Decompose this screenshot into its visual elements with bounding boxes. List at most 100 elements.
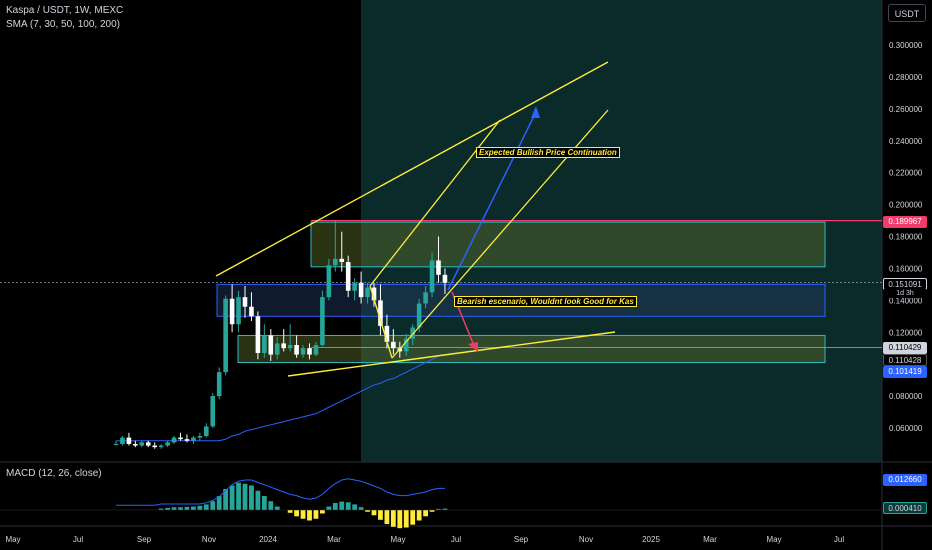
macd-histogram-bar	[294, 510, 299, 517]
candle-body	[139, 442, 145, 446]
macd-histogram-bar	[184, 506, 190, 510]
macd-histogram-bar	[423, 510, 428, 517]
lower-zone-tag-b: 0.110428	[883, 354, 927, 366]
x-tick-label: Mar	[703, 535, 717, 544]
upper-trendline	[215, 61, 609, 277]
candle-body	[294, 345, 299, 355]
macd-histogram-bar	[242, 483, 248, 510]
candle-body	[352, 282, 357, 291]
candle-body	[423, 292, 428, 304]
sma-line	[116, 354, 446, 442]
candle-body	[442, 274, 448, 283]
forecast-region-shade	[361, 0, 882, 462]
candle-body	[307, 348, 312, 355]
candle-body	[255, 316, 261, 353]
macd-histogram-bar	[223, 489, 229, 510]
candle-body	[429, 260, 435, 293]
sma-legend[interactable]: SMA (7, 30, 50, 100, 200)	[6, 19, 120, 30]
candle-body	[165, 442, 170, 446]
candle-body	[178, 437, 183, 440]
macd-histogram-bar	[345, 502, 351, 510]
currency-unit-button[interactable]: USDT	[888, 4, 926, 22]
candle-body	[197, 435, 203, 438]
candle-body	[436, 260, 441, 275]
macd-histogram-bar	[320, 510, 325, 514]
x-tick-label: Jul	[451, 535, 461, 544]
candle-body	[345, 262, 351, 291]
candle-body	[184, 439, 190, 441]
macd-histogram-bar	[397, 510, 403, 529]
candle-countdown: 1d 3h	[883, 289, 927, 298]
candle-body	[242, 297, 248, 307]
candle-body	[365, 287, 370, 298]
lower-trendline	[287, 331, 616, 377]
macd-histogram-bar	[403, 510, 409, 528]
macd-histogram-bar	[390, 510, 396, 527]
candle-body	[300, 348, 306, 355]
candle-body	[403, 338, 409, 352]
candle-body	[171, 437, 177, 443]
upper-supply-zone	[310, 221, 826, 268]
candle-body	[249, 306, 254, 317]
y-tick-label: 0.180000	[889, 233, 923, 242]
x-tick-label: 2025	[642, 535, 660, 544]
macd-line-tag: 0.012660	[883, 474, 927, 486]
bullish-arrow	[447, 111, 537, 291]
candle-body	[371, 287, 377, 301]
x-tick-label: May	[766, 535, 781, 544]
x-tick-label: Jul	[73, 535, 83, 544]
candle-body	[287, 345, 293, 349]
macd-histogram-bar	[197, 505, 203, 510]
candle-body	[158, 445, 164, 448]
macd-histogram-bar	[384, 510, 390, 524]
y-tick-label: 0.300000	[889, 41, 923, 50]
y-tick-label: 0.080000	[889, 392, 923, 401]
macd-histogram-bar	[313, 510, 319, 519]
macd-histogram-bar	[268, 501, 274, 510]
candle-body	[120, 437, 125, 444]
y-tick-label: 0.260000	[889, 105, 923, 114]
macd-histogram-bar	[358, 507, 364, 510]
x-tick-label: Nov	[202, 535, 216, 544]
y-tick-label: 0.160000	[889, 264, 923, 273]
zones-layer	[0, 219, 882, 364]
candle-body	[281, 343, 286, 349]
macd-histogram-bar	[326, 506, 332, 510]
candle-body	[216, 372, 222, 397]
lower-demand-zone	[237, 334, 826, 364]
x-tick-label: Mar	[327, 535, 341, 544]
bullish-arrowhead	[531, 106, 540, 118]
y-tick-label: 0.240000	[889, 137, 923, 146]
macd-histogram-bar	[229, 485, 235, 510]
macd-hist-tag: 0.000410	[883, 502, 927, 514]
y-tick-label: 0.280000	[889, 73, 923, 82]
macd-histogram-bar	[339, 501, 345, 510]
macd-histogram-bar	[371, 510, 377, 516]
candle-body	[320, 297, 325, 346]
candle-body	[204, 426, 209, 436]
macd-histogram-bar	[442, 508, 448, 510]
candle-body	[210, 396, 216, 427]
macd-histogram-bar	[410, 510, 416, 525]
macd-histogram-bar	[300, 510, 306, 519]
y-tick-label: 0.120000	[889, 328, 923, 337]
sma-price-tag: 0.101419	[883, 366, 927, 378]
candle-body	[326, 265, 332, 298]
candle-body	[262, 335, 267, 353]
macd-histogram-bar	[365, 510, 370, 512]
macd-histogram-bar	[429, 510, 435, 512]
macd-legend[interactable]: MACD (12, 26, close)	[6, 468, 102, 479]
bearish-annotation[interactable]: Bearish escenario, Wouldnt look Good for…	[454, 296, 637, 307]
candle-body	[152, 445, 157, 448]
x-tick-label: May	[390, 535, 405, 544]
candle-body	[236, 297, 241, 325]
symbol-title[interactable]: Kaspa / USDT, 1W, MEXC	[6, 5, 124, 16]
macd-histogram-bar	[210, 501, 216, 510]
candle-body	[133, 443, 138, 446]
macd-histogram-bar	[216, 496, 222, 510]
macd-histogram-bar	[165, 507, 170, 510]
macd-histogram-bar	[203, 504, 209, 510]
bullish-annotation[interactable]: Expected Bullish Price Continuation	[476, 147, 620, 158]
candle-body	[145, 442, 151, 446]
